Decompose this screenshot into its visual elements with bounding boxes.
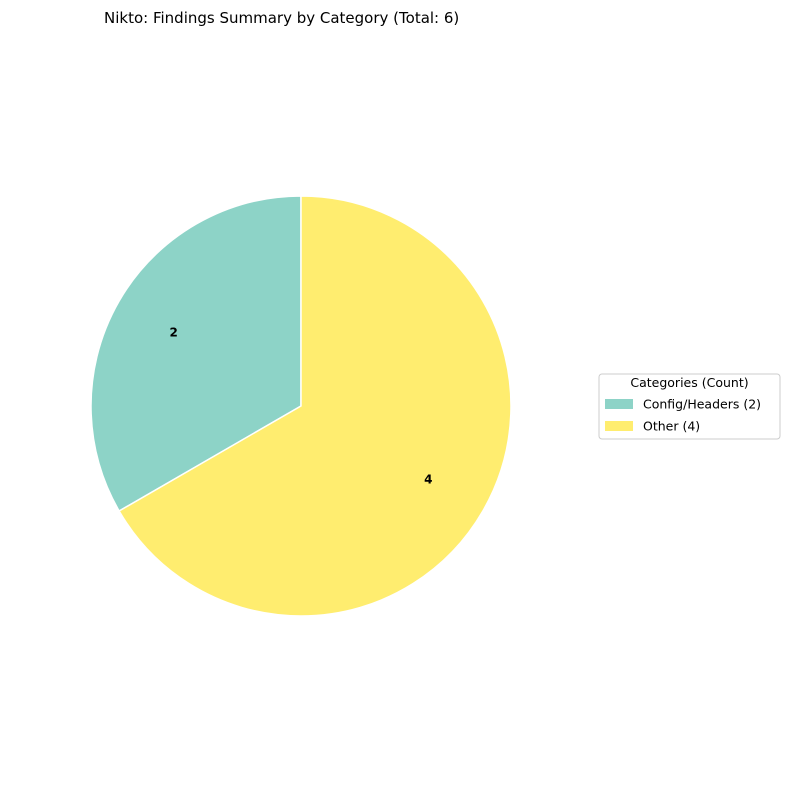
pie-data-labels: 24 [170, 326, 433, 487]
legend-frame [598, 373, 781, 440]
pie-slices [90, 195, 512, 617]
chart-title: Nikto: Findings Summary by Category (Tot… [104, 9, 459, 27]
legend-entries: Config/Headers (2) Other (4) [605, 397, 761, 434]
legend-title: Categories (Count) [630, 375, 748, 390]
legend-swatch-config-headers [605, 399, 633, 409]
pie-slice-config-headers [90, 195, 302, 513]
data-label-other: 4 [424, 473, 432, 487]
legend-label-other: Other (4) [643, 419, 700, 434]
pie-slice-other [118, 195, 512, 617]
legend: Categories (Count) Config/Headers (2) Oth… [598, 373, 781, 440]
legend-swatch-other [605, 421, 633, 431]
legend-label-config-headers: Config/Headers (2) [643, 397, 761, 412]
data-label-config-headers: 2 [170, 326, 178, 340]
